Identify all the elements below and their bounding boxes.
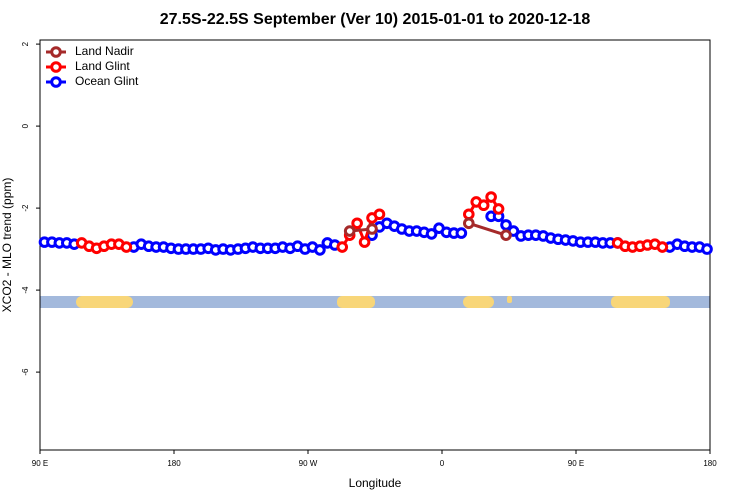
point — [701, 243, 713, 255]
point — [373, 208, 386, 221]
point — [656, 241, 669, 253]
y-tick-label: 0 — [21, 123, 30, 128]
x-tick-label: 180 — [703, 459, 717, 468]
point — [463, 217, 475, 230]
legend-label: Ocean Glint — [75, 74, 139, 88]
legend-marker — [50, 76, 62, 88]
point — [314, 244, 326, 256]
legend-marker — [50, 61, 62, 73]
land-patch — [463, 296, 494, 308]
legend-label: Land Glint — [75, 59, 130, 73]
point — [463, 208, 475, 221]
x-tick-label: 90 W — [299, 459, 318, 468]
point — [358, 236, 371, 248]
point — [343, 225, 356, 237]
point — [336, 241, 349, 253]
point — [120, 241, 133, 253]
point — [425, 228, 438, 240]
land-patch — [611, 296, 670, 308]
land-mask — [40, 296, 710, 308]
x-axis-label: Longitude — [349, 476, 402, 490]
chart-title: 27.5S-22.5S September (Ver 10) 2015-01-0… — [160, 11, 591, 28]
x-tick-label: 0 — [440, 459, 445, 468]
point — [455, 227, 468, 239]
legend-label: Land Nadir — [75, 44, 134, 58]
y-tick-label: -4 — [21, 286, 30, 294]
y-tick-label: -2 — [21, 204, 30, 212]
point — [485, 191, 497, 203]
point — [366, 223, 378, 235]
x-tick-label: 180 — [167, 459, 181, 468]
point — [500, 219, 512, 231]
point — [500, 229, 512, 241]
y-tick-label: 2 — [21, 41, 30, 46]
land-patch — [507, 296, 512, 303]
point — [477, 199, 490, 212]
legend-marker — [50, 46, 62, 58]
x-tick-label: 90 E — [32, 459, 48, 468]
y-axis-label: XCO2 - MLO trend (ppm) — [0, 178, 14, 313]
y-tick-label: -6 — [21, 368, 30, 376]
point — [351, 217, 363, 230]
x-tick-label: 90 E — [568, 459, 584, 468]
land-patch — [76, 296, 133, 308]
land-patch — [337, 296, 375, 308]
point — [492, 203, 505, 215]
